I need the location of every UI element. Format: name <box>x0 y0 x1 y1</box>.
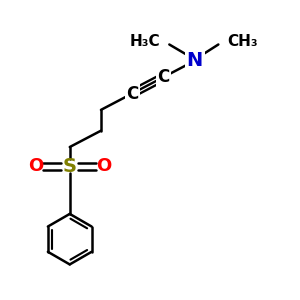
Text: CH₃: CH₃ <box>227 34 258 49</box>
Text: H₃C: H₃C <box>130 34 161 49</box>
Text: N: N <box>187 51 203 70</box>
Text: S: S <box>63 157 77 176</box>
Text: O: O <box>28 157 43 175</box>
Text: C: C <box>157 68 170 86</box>
Text: O: O <box>96 157 112 175</box>
Text: C: C <box>126 85 138 103</box>
